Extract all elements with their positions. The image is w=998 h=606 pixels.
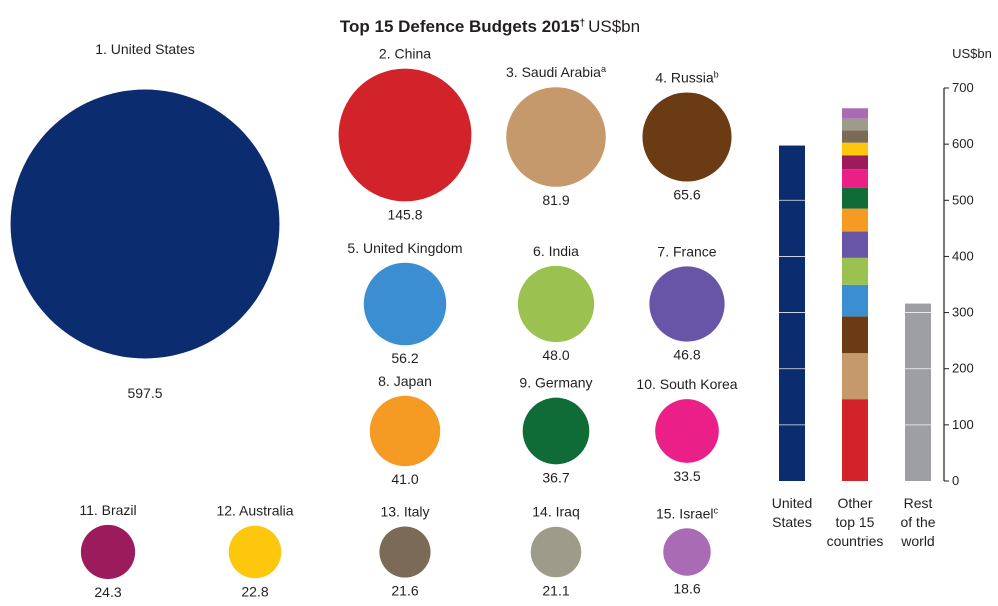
stack-segment-israel <box>842 108 868 119</box>
bubble-australia <box>228 525 282 579</box>
bubble-brazil-label: 11. Brazil <box>79 502 136 518</box>
bubble-united-kingdom <box>363 262 447 346</box>
bubble-japan <box>369 395 441 467</box>
y-tick-label-300: 300 <box>952 305 974 320</box>
bubble-brazil <box>80 524 136 580</box>
bubble-india-label: 6. India <box>533 243 579 259</box>
bubble-russia-value: 65.6 <box>673 187 700 203</box>
bubble-germany-value: 36.7 <box>542 469 569 485</box>
y-tick-label-600: 600 <box>952 136 974 151</box>
bar-rest-of-the-world <box>905 303 931 481</box>
bubble-italy <box>379 526 431 578</box>
y-tick-label-500: 500 <box>952 192 974 207</box>
stack-segment-russia <box>842 316 868 354</box>
bubble-iraq-label: 14. Iraq <box>532 504 579 520</box>
chart-title-unit: US$bn <box>588 17 640 36</box>
bubble-iraq-value: 21.1 <box>542 582 569 598</box>
bubble-australia-label: 12. Australia <box>216 503 293 519</box>
stack-segment-south-korea <box>842 169 868 188</box>
stack-segment-india <box>842 257 868 285</box>
bar-label-united-states: United States <box>772 495 812 530</box>
stack-segment-australia <box>842 142 868 156</box>
bubble-france-value: 46.8 <box>673 347 700 363</box>
stack-segment-united-kingdom <box>842 284 868 317</box>
bubble-germany-label: 9. Germany <box>519 375 592 391</box>
bubble-australia-value: 22.8 <box>241 583 268 599</box>
stack-segment-japan <box>842 208 868 232</box>
bubble-italy-value: 21.6 <box>391 583 418 599</box>
y-tick-label-700: 700 <box>952 80 974 95</box>
bubble-china-value: 145.8 <box>387 206 422 222</box>
bubble-china-label: 2. China <box>379 46 431 62</box>
y-tick-label-0: 0 <box>952 473 959 488</box>
bar-united-states <box>779 145 805 481</box>
chart-title-main: Top 15 Defence Budgets 2015 <box>340 17 580 36</box>
bubble-south-korea-label: 10. South Korea <box>636 376 737 392</box>
y-tick-label-400: 400 <box>952 248 974 263</box>
bubble-russia-label: 4. Russiab <box>655 69 718 85</box>
y-axis-unit-label: US$bn <box>952 46 992 61</box>
bubble-united-states <box>10 89 280 359</box>
stack-segment-saudi-arabia <box>842 353 868 400</box>
bubble-saudi-arabia <box>506 87 606 187</box>
bubble-united-kingdom-value: 56.2 <box>391 350 418 366</box>
bubble-chart: 1. United States 597.5 2. China 145.8 3. Sau… <box>10 41 738 600</box>
bubble-israel-label: 15. Israelc <box>656 505 719 521</box>
bubble-united-states-value: 597.5 <box>127 385 162 401</box>
y-tick-label-100: 100 <box>952 417 974 432</box>
stack-segment-china <box>842 399 868 481</box>
bubble-japan-label: 8. Japan <box>378 373 432 389</box>
stack-segment-germany <box>842 187 868 209</box>
bubble-russia <box>642 92 732 182</box>
bubble-iraq <box>530 526 582 578</box>
bubble-south-korea <box>655 399 719 463</box>
bubble-italy-label: 13. Italy <box>380 503 429 519</box>
bubble-india <box>517 265 595 343</box>
stack-segment-france <box>842 231 868 258</box>
bubble-united-states-label: 1. United States <box>95 41 195 57</box>
bubble-saudi-arabia-value: 81.9 <box>542 192 569 208</box>
bubble-south-korea-value: 33.5 <box>673 468 700 484</box>
bubble-united-kingdom-label: 5. United Kingdom <box>347 240 462 256</box>
bubble-france <box>649 266 725 342</box>
bubble-india-value: 48.0 <box>542 347 569 363</box>
chart-title: Top 15 Defence Budgets 2015† US$bn <box>340 17 640 36</box>
bubble-israel <box>663 528 711 576</box>
stack-segment-brazil <box>842 155 868 170</box>
stacked-bar-chart: US$bn 0 100 200 300 400 500 600 700 United States O… <box>772 46 992 549</box>
bubble-brazil-value: 24.3 <box>94 584 121 600</box>
bubble-germany <box>522 397 590 465</box>
bubble-israel-value: 18.6 <box>673 581 700 597</box>
bubble-france-label: 7. France <box>657 243 716 259</box>
bar-label-other-top-15-countries: Other top 15 countries <box>827 495 884 549</box>
chart-title-dagger: † <box>580 18 586 29</box>
stack-segment-italy <box>842 130 868 143</box>
bubble-saudi-arabia-label: 3. Saudi Arabiaa <box>506 64 606 80</box>
bubble-japan-value: 41.0 <box>391 471 418 487</box>
bubble-china <box>338 68 472 202</box>
bar-label-rest-of-the-world: Rest of the world <box>900 495 935 549</box>
stack-segment-iraq <box>842 118 868 131</box>
y-tick-label-200: 200 <box>952 361 974 376</box>
